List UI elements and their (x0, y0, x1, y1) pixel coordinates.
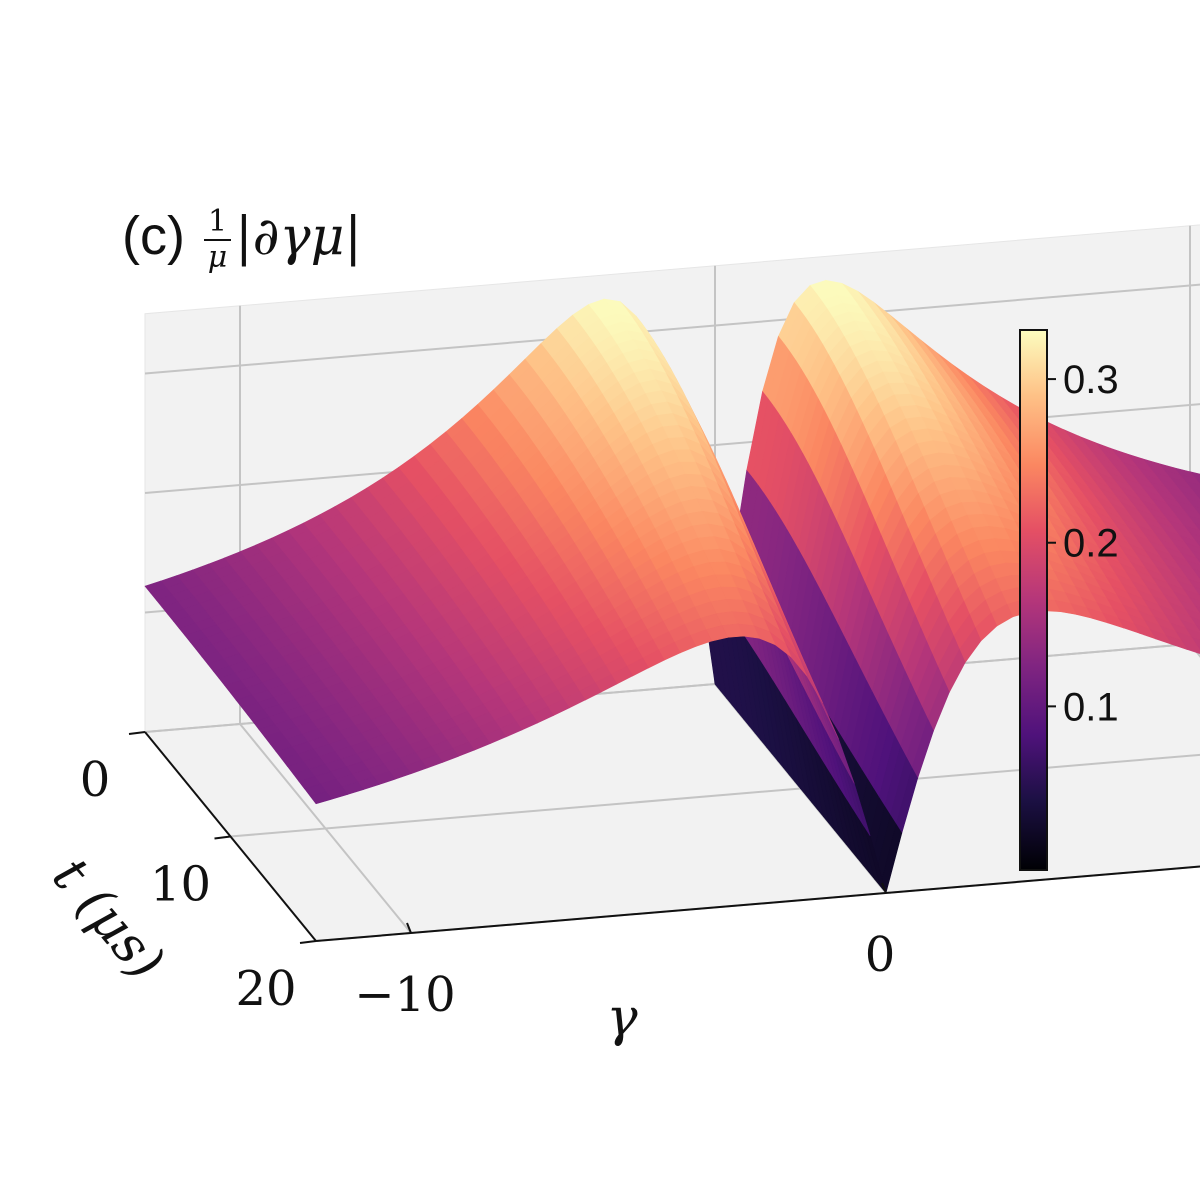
title-fraction: 1 μ (203, 206, 232, 275)
fraction-numerator: 1 (203, 206, 232, 241)
colorbar-tick-label: 0.3 (1063, 358, 1119, 402)
colorbar-bar (1019, 329, 1048, 871)
grid-back-z (144, 403, 1200, 494)
axis-lines (128, 731, 1200, 944)
fraction-denominator: μ (207, 239, 228, 275)
t-tick (299, 940, 317, 944)
surface-mesh (144, 279, 1200, 894)
grid-back-z (144, 283, 1200, 375)
surface-face (309, 791, 333, 805)
t-tick-label: 20 (235, 961, 296, 1017)
gamma-tick (881, 882, 887, 894)
colorbar-tick-label: 0.1 (1063, 685, 1119, 729)
colorbar-tick-label: 0.2 (1063, 522, 1119, 566)
t-tick-label: 0 (80, 752, 111, 808)
t-tick (214, 835, 231, 840)
colorbar: 0.1 0.2 0.3 (1019, 329, 1119, 871)
tick-labels: −10010010200.00.10.20.3 (80, 752, 896, 1023)
panel-label: (c) (122, 206, 185, 266)
title-expression: |∂γμ| (235, 207, 362, 267)
t-tick (128, 731, 146, 735)
t-tick-label: 10 (150, 857, 211, 913)
gamma-tick-label: 0 (865, 927, 896, 983)
gamma-tick (406, 922, 412, 934)
x-axis-label: γ (606, 988, 638, 1048)
gamma-tick-label: −10 (354, 967, 455, 1023)
chart-title: (c) 1 μ |∂γμ| (122, 205, 362, 273)
